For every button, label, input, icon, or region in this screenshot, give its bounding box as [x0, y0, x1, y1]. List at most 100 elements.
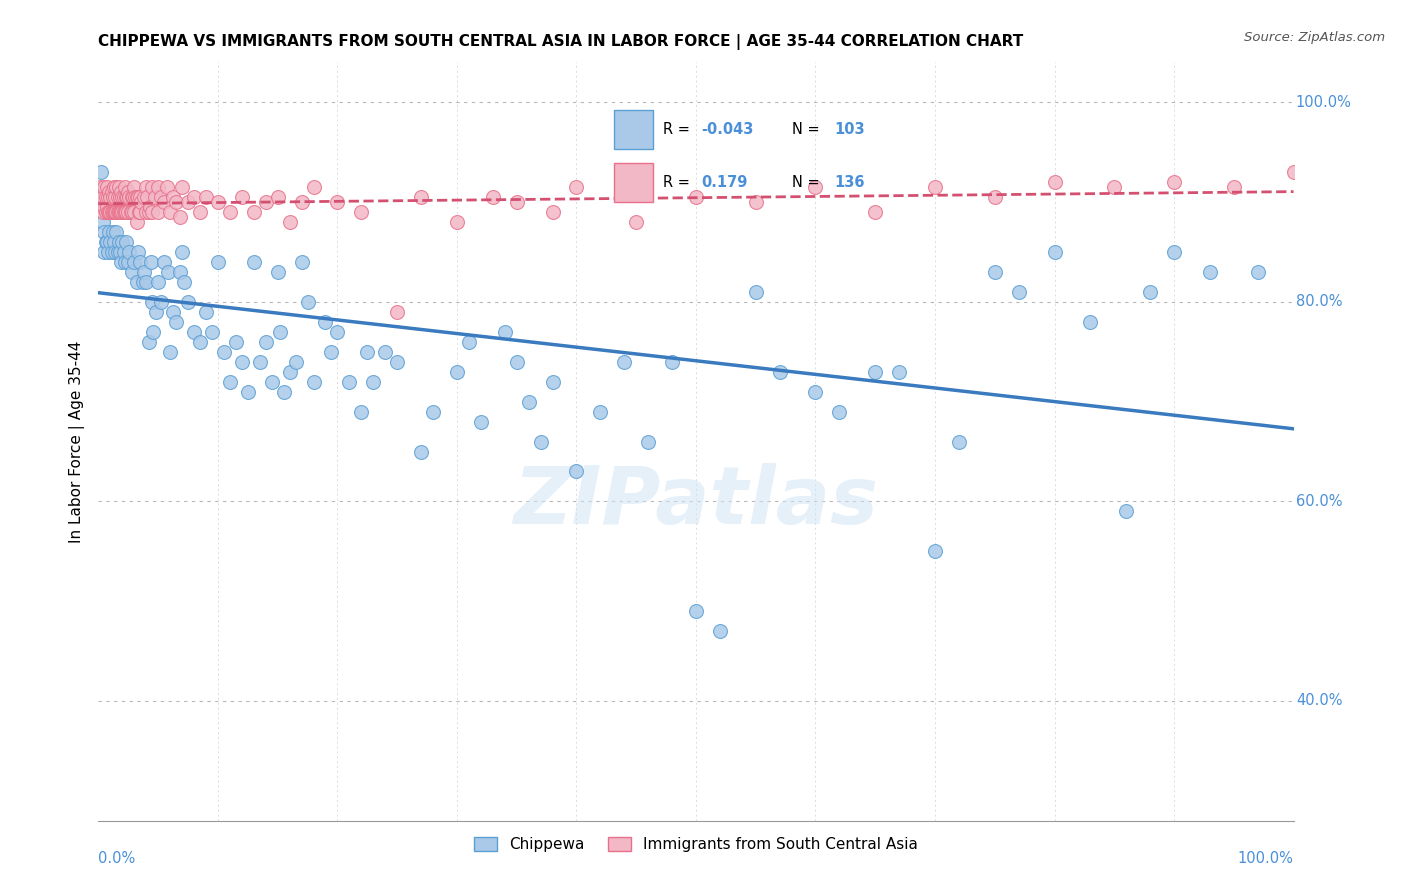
Immigrants from South Central Asia: [1223, 180, 1246, 194]
Chippewa: [93, 244, 115, 259]
Chippewa: [350, 404, 373, 418]
Chippewa: [104, 244, 127, 259]
Chippewa: [984, 265, 1007, 279]
Immigrants from South Central Asia: [100, 185, 122, 199]
Chippewa: [231, 355, 253, 369]
Immigrants from South Central Asia: [110, 185, 132, 199]
Text: 40.0%: 40.0%: [1296, 693, 1343, 708]
Chippewa: [121, 265, 143, 279]
Chippewa: [269, 325, 291, 339]
Chippewa: [924, 544, 946, 558]
Chippewa: [96, 235, 118, 249]
Chippewa: [1080, 315, 1102, 329]
Immigrants from South Central Asia: [183, 190, 205, 204]
Chippewa: [90, 165, 112, 179]
Chippewa: [188, 334, 211, 349]
Chippewa: [145, 305, 167, 319]
Immigrants from South Central Asia: [685, 190, 707, 204]
Immigrants from South Central Asia: [385, 305, 409, 319]
Text: Source: ZipAtlas.com: Source: ZipAtlas.com: [1244, 31, 1385, 45]
Text: R =: R =: [662, 122, 695, 137]
Chippewa: [114, 255, 136, 269]
Chippewa: [219, 375, 242, 389]
Chippewa: [363, 375, 385, 389]
Chippewa: [101, 225, 124, 239]
Chippewa: [517, 394, 540, 409]
Immigrants from South Central Asia: [98, 205, 121, 219]
Immigrants from South Central Asia: [165, 195, 187, 210]
Immigrants from South Central Asia: [94, 205, 117, 219]
Chippewa: [131, 275, 153, 289]
Chippewa: [138, 334, 160, 349]
Immigrants from South Central Asia: [135, 205, 157, 219]
Immigrants from South Central Asia: [148, 180, 170, 194]
Chippewa: [148, 275, 170, 289]
Immigrants from South Central Asia: [745, 195, 768, 210]
Immigrants from South Central Asia: [148, 205, 170, 219]
Chippewa: [278, 365, 301, 379]
Immigrants from South Central Asia: [96, 200, 118, 214]
Chippewa: [169, 265, 191, 279]
Y-axis label: In Labor Force | Age 35-44: In Labor Force | Age 35-44: [69, 341, 84, 542]
Immigrants from South Central Asia: [243, 205, 266, 219]
Immigrants from South Central Asia: [98, 205, 122, 219]
Chippewa: [139, 255, 162, 269]
Chippewa: [173, 275, 195, 289]
Chippewa: [1008, 285, 1031, 299]
Text: 0.0%: 0.0%: [98, 851, 135, 866]
Text: ZIPatlas: ZIPatlas: [513, 463, 879, 541]
Immigrants from South Central Asia: [865, 205, 887, 219]
Immigrants from South Central Asia: [139, 200, 162, 214]
Immigrants from South Central Asia: [565, 180, 588, 194]
Immigrants from South Central Asia: [101, 205, 124, 219]
Chippewa: [129, 255, 152, 269]
Chippewa: [411, 444, 433, 458]
Immigrants from South Central Asia: [93, 180, 115, 194]
Immigrants from South Central Asia: [110, 205, 132, 219]
Immigrants from South Central Asia: [291, 195, 314, 210]
Immigrants from South Central Asia: [104, 190, 127, 204]
Immigrants from South Central Asia: [107, 180, 129, 194]
Immigrants from South Central Asia: [105, 205, 128, 219]
Immigrants from South Central Asia: [132, 190, 155, 204]
Chippewa: [107, 235, 129, 249]
Chippewa: [709, 624, 731, 639]
Chippewa: [302, 375, 325, 389]
Chippewa: [661, 355, 683, 369]
Immigrants from South Central Asia: [129, 205, 152, 219]
Immigrants from South Central Asia: [98, 190, 122, 204]
Immigrants from South Central Asia: [96, 180, 118, 194]
Immigrants from South Central Asia: [117, 205, 139, 219]
Immigrants from South Central Asia: [177, 195, 200, 210]
Chippewa: [115, 235, 138, 249]
Immigrants from South Central Asia: [446, 215, 468, 229]
Immigrants from South Central Asia: [278, 215, 301, 229]
Immigrants from South Central Asia: [804, 180, 827, 194]
Chippewa: [637, 434, 659, 449]
Chippewa: [291, 255, 314, 269]
Immigrants from South Central Asia: [1282, 165, 1305, 179]
Immigrants from South Central Asia: [984, 190, 1007, 204]
Chippewa: [91, 215, 114, 229]
Chippewa: [865, 365, 887, 379]
Chippewa: [127, 244, 149, 259]
Immigrants from South Central Asia: [267, 190, 290, 204]
Immigrants from South Central Asia: [188, 205, 211, 219]
Immigrants from South Central Asia: [231, 190, 253, 204]
Chippewa: [613, 355, 636, 369]
Chippewa: [948, 434, 970, 449]
Chippewa: [195, 305, 218, 319]
Immigrants from South Central Asia: [172, 180, 194, 194]
Immigrants from South Central Asia: [121, 205, 143, 219]
Chippewa: [177, 294, 200, 309]
Chippewa: [1247, 265, 1270, 279]
Chippewa: [284, 355, 307, 369]
Immigrants from South Central Asia: [219, 205, 242, 219]
Text: CHIPPEWA VS IMMIGRANTS FROM SOUTH CENTRAL ASIA IN LABOR FORCE | AGE 35-44 CORREL: CHIPPEWA VS IMMIGRANTS FROM SOUTH CENTRA…: [98, 34, 1024, 50]
Chippewa: [889, 365, 911, 379]
Chippewa: [183, 325, 205, 339]
Immigrants from South Central Asia: [114, 205, 136, 219]
Text: 136: 136: [834, 175, 865, 190]
Immigrants from South Central Asia: [149, 190, 172, 204]
Immigrants from South Central Asia: [162, 190, 184, 204]
